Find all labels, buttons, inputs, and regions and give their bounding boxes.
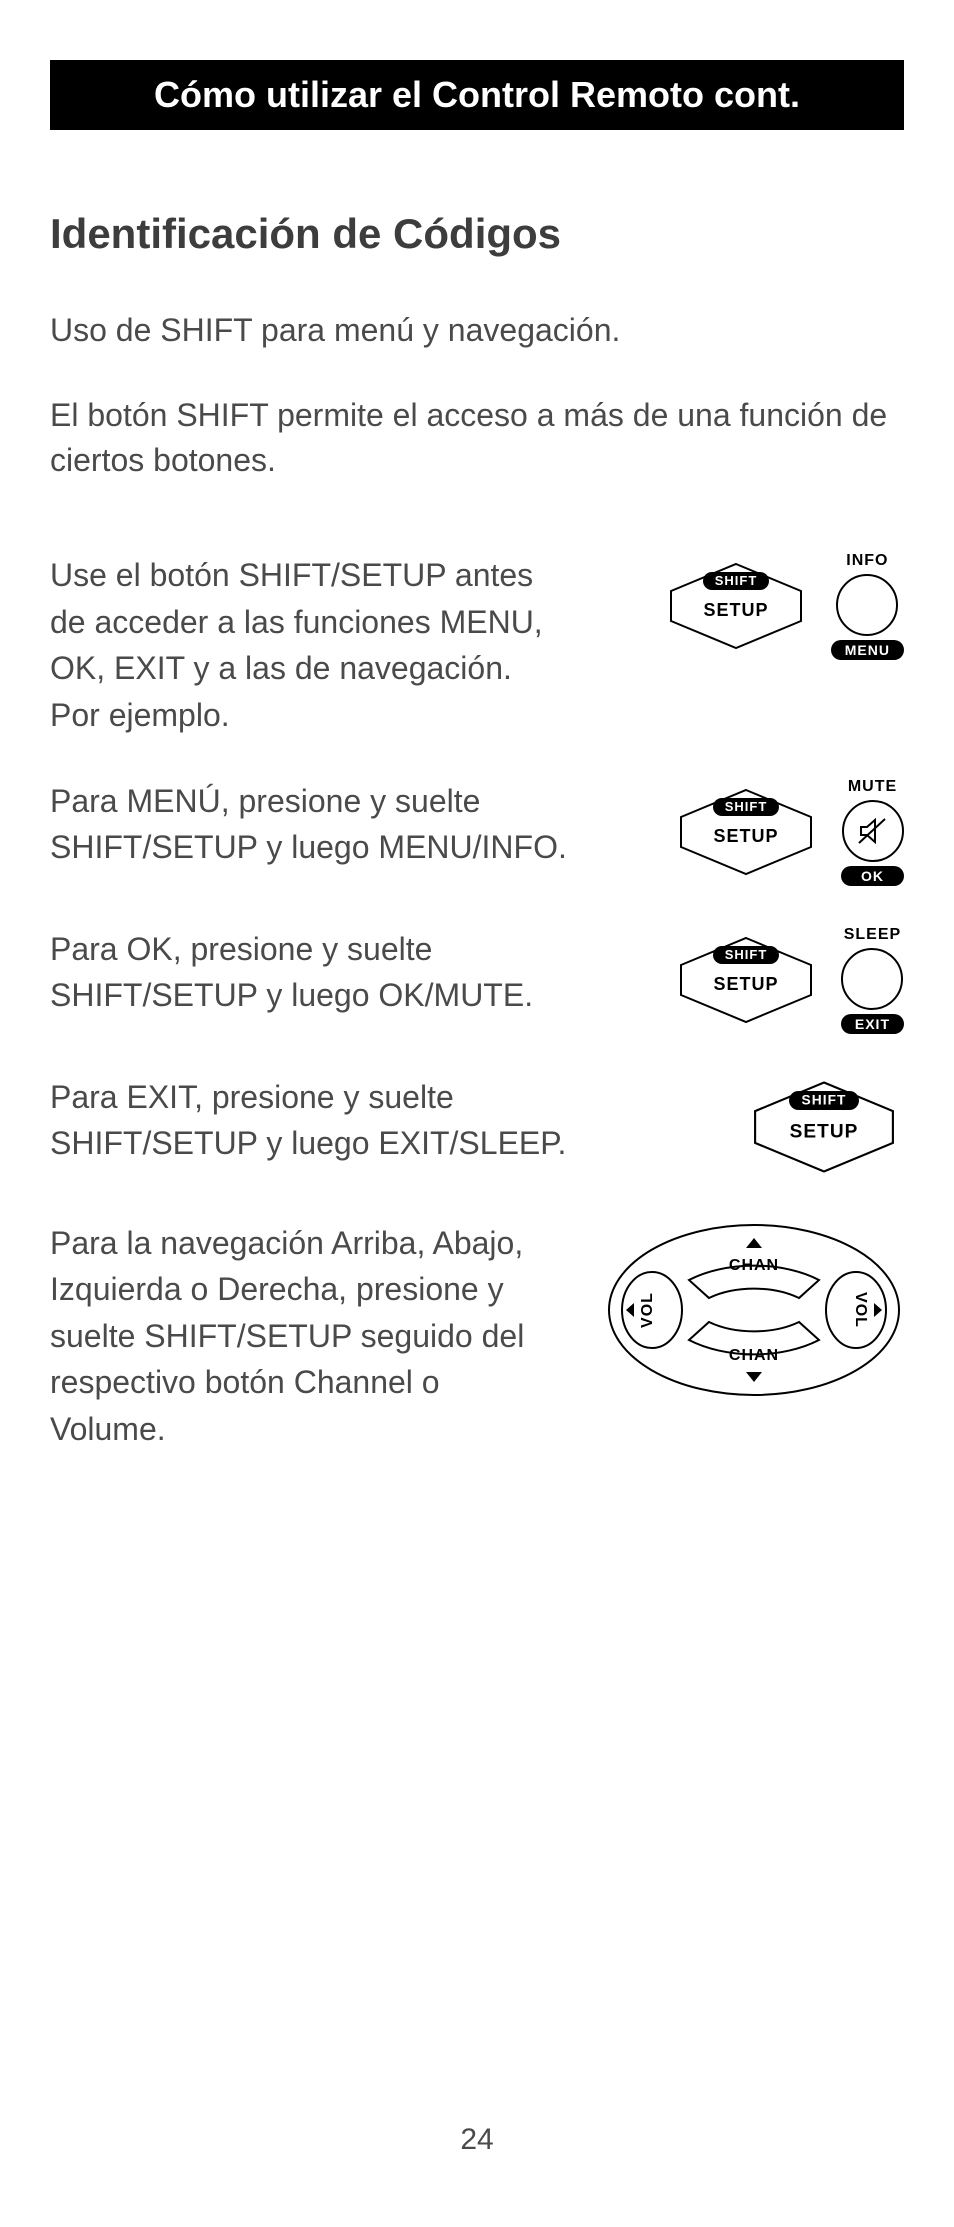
mute-circle-icon [842,800,904,862]
info-label: INFO [846,552,888,570]
shift-setup-button-icon: SHIFT SETUP [671,930,821,1030]
svg-text:SETUP: SETUP [703,600,768,620]
instruction-row-3: Para OK, presione y suelte SHIFT/SETUP y… [50,926,904,1034]
menu-pill: MENU [831,640,904,660]
svg-text:VOL: VOL [639,1292,656,1328]
svg-text:SHIFT: SHIFT [714,573,757,588]
row-graphic: SHIFT SETUP MUTE OK [671,778,904,886]
svg-text:SETUP: SETUP [790,1122,859,1143]
intro-line-1: Uso de SHIFT para menú y navegación. [50,308,904,353]
info-menu-button-icon: INFO MENU [831,552,904,660]
sleep-exit-button-icon: SLEEP EXIT [841,926,904,1034]
shift-setup-button-icon: SHIFT SETUP [744,1074,904,1180]
shift-setup-button-icon: SHIFT SETUP [671,782,821,882]
circle-button-icon [841,948,903,1010]
instruction-row-5: Para la navegación Arriba, Abajo, Izquie… [50,1220,904,1452]
row-graphic: SHIFT SETUP INFO MENU [661,552,904,660]
row-graphic: SHIFT SETUP [744,1074,904,1180]
nav-pad-icon: CHAN CHAN VOL VOL [604,1220,904,1400]
row-text: Para OK, presione y suelte SHIFT/SETUP y… [50,926,590,1019]
row-text: Use el botón SHIFT/SETUP antes de accede… [50,552,590,738]
row-text: Para EXIT, presione y suelte SHIFT/SETUP… [50,1074,590,1167]
title-bar: Cómo utilizar el Control Remoto cont. [50,60,904,130]
row-graphic: SHIFT SETUP SLEEP EXIT [671,926,904,1034]
row-text: Para MENÚ, presione y suelte SHIFT/SETUP… [50,778,590,871]
svg-text:SETUP: SETUP [713,826,778,846]
exit-pill: EXIT [841,1014,904,1034]
row-text: Para la navegación Arriba, Abajo, Izquie… [50,1220,560,1452]
mute-ok-button-icon: MUTE OK [841,778,904,886]
row-graphic: CHAN CHAN VOL VOL [604,1220,904,1400]
svg-text:SHIFT: SHIFT [801,1093,846,1108]
svg-text:SETUP: SETUP [713,974,778,994]
instruction-row-1: Use el botón SHIFT/SETUP antes de accede… [50,552,904,738]
mute-label: MUTE [848,778,897,796]
svg-text:SHIFT: SHIFT [725,947,768,962]
page-number: 24 [0,2123,954,2157]
ok-pill: OK [841,866,904,886]
instruction-row-4: Para EXIT, presione y suelte SHIFT/SETUP… [50,1074,904,1180]
svg-text:CHAN: CHAN [729,1257,779,1274]
section-heading: Identificación de Códigos [50,210,904,258]
intro-line-2: El botón SHIFT permite el acceso a más d… [50,393,904,483]
mute-speaker-icon [857,815,889,847]
svg-text:VOL: VOL [852,1292,869,1328]
shift-setup-button-icon: SHIFT SETUP [661,556,811,656]
circle-button-icon [836,574,898,636]
svg-text:SHIFT: SHIFT [725,799,768,814]
sleep-label: SLEEP [844,926,901,944]
svg-text:CHAN: CHAN [729,1347,779,1364]
instruction-row-2: Para MENÚ, presione y suelte SHIFT/SETUP… [50,778,904,886]
